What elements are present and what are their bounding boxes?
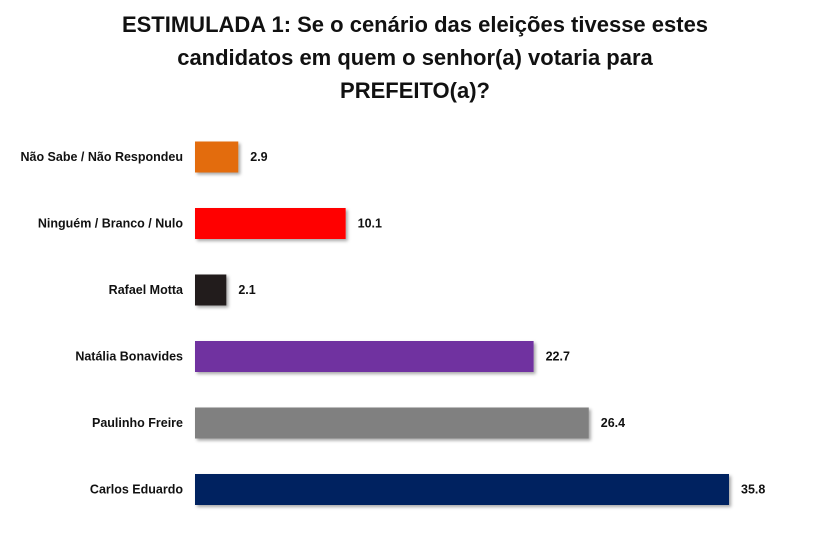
bar (195, 141, 239, 173)
bar-row: Rafael Motta 2.1 (109, 274, 256, 306)
category-label: Paulinho Freire (92, 416, 183, 430)
chart-title-line-2: candidatos em quem o senhor(a) votaria p… (177, 45, 653, 70)
chart-title-line-1: ESTIMULADA 1: Se o cenário das eleições … (121, 12, 709, 37)
bar-row: Ninguém / Branco / Nulo 10.1 (38, 208, 382, 239)
bar-row: Não Sabe / Não Respondeu 2.9 (20, 141, 268, 173)
value-label: 2.9 (250, 150, 267, 164)
bar-row: Carlos Eduardo 35.8 (90, 474, 765, 505)
value-label: 2.1 (238, 283, 255, 297)
value-label: 22.7 (546, 350, 570, 364)
bar (195, 341, 534, 372)
value-label: 26.4 (601, 416, 625, 430)
value-label: 35.8 (741, 483, 765, 497)
bars-group: Não Sabe / Não Respondeu 2.9 Ninguém / Bra… (20, 141, 765, 505)
bar-row: Paulinho Freire 26.4 (92, 407, 625, 439)
bar (195, 208, 346, 239)
bar-row: Natália Bonavides 22.7 (75, 341, 570, 372)
category-label: Natália Bonavides (75, 350, 183, 364)
category-label: Carlos Eduardo (90, 483, 183, 497)
category-label: Não Sabe / Não Respondeu (20, 150, 183, 164)
category-label: Rafael Motta (109, 283, 184, 297)
chart-title: ESTIMULADA 1: Se o cenário das eleições … (0, 8, 830, 107)
bar (195, 474, 729, 505)
bar (195, 407, 589, 439)
value-label: 10.1 (358, 217, 382, 231)
chart-title-line-3: PREFEITO(a)? (340, 78, 490, 103)
bar (195, 274, 227, 306)
category-label: Ninguém / Branco / Nulo (38, 217, 184, 231)
